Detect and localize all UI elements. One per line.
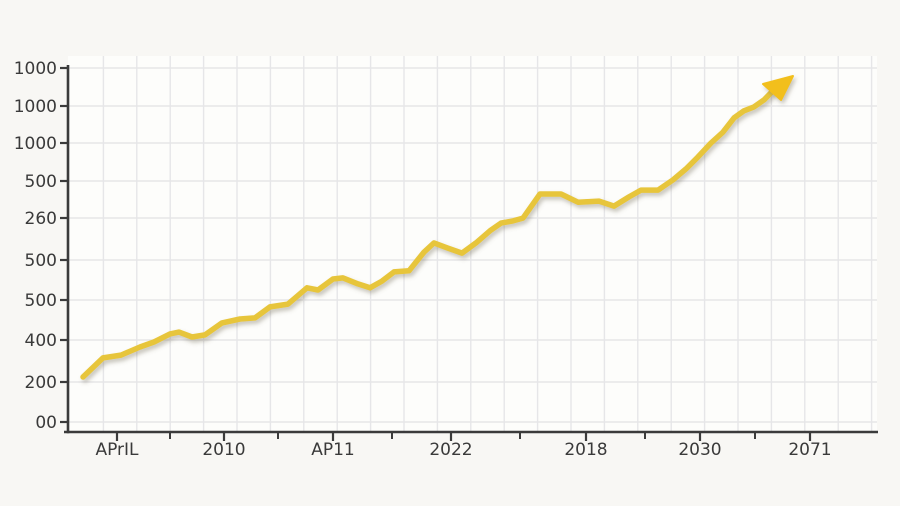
x-tick-label: APrIL bbox=[95, 440, 139, 460]
y-tick-label: 400 bbox=[25, 331, 57, 351]
y-tick-label: 1000 bbox=[14, 59, 57, 79]
arrowhead-icon bbox=[762, 75, 794, 101]
x-tick-label: 2010 bbox=[202, 440, 245, 460]
y-tick-label: 200 bbox=[25, 373, 57, 393]
y-tick-label: 500 bbox=[25, 251, 57, 271]
y-tick-label: 1000 bbox=[14, 134, 57, 154]
y-tick-label: 260 bbox=[25, 209, 57, 229]
x-tick-label: 2018 bbox=[564, 440, 607, 460]
x-tick-label: 2030 bbox=[678, 440, 721, 460]
y-tick-label: 1000 bbox=[14, 97, 57, 117]
y-tick-label: 500 bbox=[25, 291, 57, 311]
x-tick-label: 2022 bbox=[429, 440, 472, 460]
y-tick-label: 00 bbox=[35, 413, 57, 433]
trend-line bbox=[80, 87, 776, 380]
y-tick-label: 500 bbox=[25, 172, 57, 192]
x-tick-label: 2071 bbox=[788, 440, 831, 460]
x-tick-label: AP11 bbox=[311, 440, 355, 460]
